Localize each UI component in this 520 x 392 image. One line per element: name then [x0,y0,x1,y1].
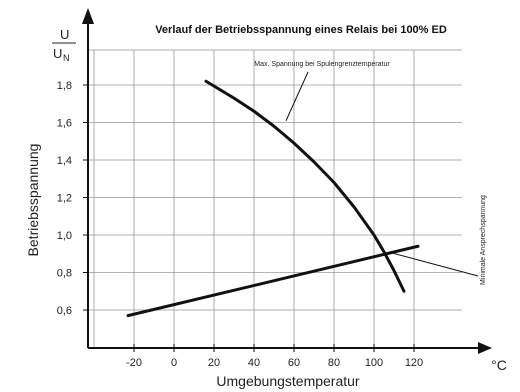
annotation-label-1: Max. Spannung bei Spulengrenztemperatur [254,61,390,68]
annotation-label-2: Minimale Ansprechspannung [480,195,487,285]
y-unit-denominator-sub: N [63,53,70,63]
series-line-2 [126,244,420,318]
y-axis-title: Betriebsspannung [25,144,41,257]
y-tick-label: 1,8 [57,80,72,92]
annotation-leader-1 [285,71,309,121]
annotations: Max. Spannung bei Spulengrenztemperatur M… [254,61,487,285]
x-tick-label: 80 [328,357,340,369]
y-axis-arrow [82,8,94,24]
y-tick-label: 1,6 [57,118,72,130]
ticks: -20 0 20 40 60 80 100 120 0,6 0,8 1,0 1,2 1,4 1,6 1,8 [57,80,423,369]
grid [88,49,462,348]
x-axis-arrow [478,342,492,354]
x-tick-label: 100 [365,357,383,369]
x-tick-label: 120 [405,357,423,369]
x-tick-label: 60 [288,357,300,369]
y-tick-label: 0,8 [57,268,72,280]
axes [82,8,492,354]
x-tick-label: 20 [208,357,220,369]
series [126,79,420,318]
y-tick-label: 0,6 [57,305,72,317]
y-tick-label: 1,0 [57,230,72,242]
x-unit-label: °C [491,357,507,373]
y-unit-numerator: U [60,27,69,42]
annotation-leader-2 [391,252,479,277]
chart-title: Verlauf der Betriebsspannung eines Relai… [155,24,447,36]
y-tick-label: 1,4 [57,155,72,167]
x-tick-label: 0 [171,357,177,369]
y-unit-denominator: U [53,46,62,61]
x-tick-label: -20 [126,357,142,369]
y-tick-label: 1,2 [57,193,72,205]
x-axis-title: Umgebungstemperatur [216,373,360,389]
x-tick-label: 40 [248,357,260,369]
